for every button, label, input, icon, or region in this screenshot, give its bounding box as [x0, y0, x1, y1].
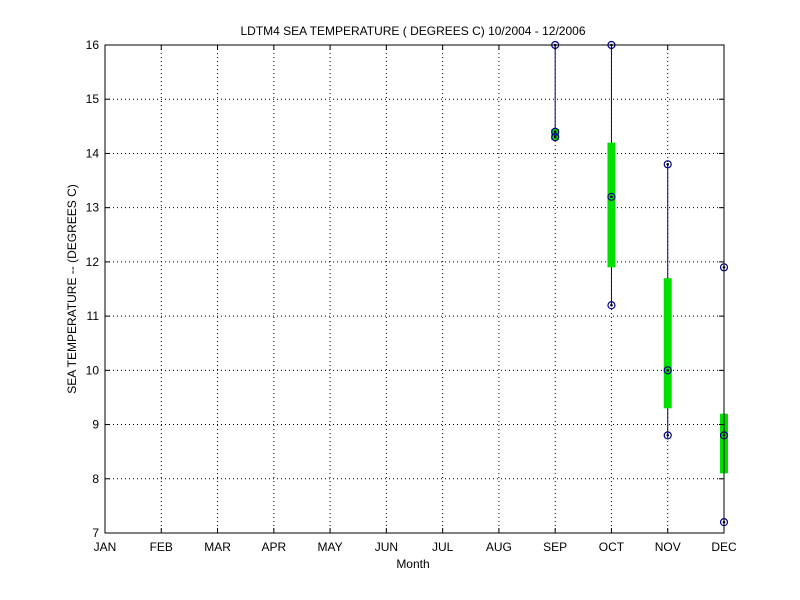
x-axis-label: Month	[396, 557, 429, 571]
max-marker	[663, 160, 672, 169]
y-tick-label: 16	[86, 38, 100, 52]
box-nov	[663, 160, 672, 440]
x-tick-label: MAY	[318, 540, 343, 554]
y-tick-label: 14	[86, 146, 100, 160]
x-tick-label: JAN	[94, 540, 117, 554]
x-tick-label: MAR	[204, 540, 231, 554]
y-tick-label: 8	[92, 472, 99, 486]
min-marker	[607, 301, 616, 310]
x-tick-label: FEB	[150, 540, 173, 554]
iqr-box	[607, 142, 616, 268]
max-marker-dot	[666, 162, 670, 166]
x-tick-label: APR	[261, 540, 286, 554]
y-tick-label: 9	[92, 418, 99, 432]
chart-title: LDTM4 SEA TEMPERATURE ( DEGREES C) 10/20…	[240, 24, 585, 38]
iqr-box	[551, 129, 560, 140]
min-marker-dot	[666, 434, 670, 437]
median-marker	[551, 127, 560, 136]
x-tick-label: JUN	[375, 540, 398, 554]
x-tick-label: JUL	[432, 540, 454, 554]
min-marker-dot	[553, 135, 557, 139]
y-tick-label: 15	[86, 92, 100, 106]
median-marker-dot	[553, 130, 557, 134]
median-marker	[663, 366, 672, 375]
iqr-box	[663, 278, 672, 409]
y-axis-ticks: 7 8 9 10 11 12 13 14 15 16	[86, 38, 724, 540]
x-tick-label: SEP	[543, 540, 567, 554]
x-tick-label: DEC	[711, 540, 737, 554]
y-tick-label: 12	[86, 255, 100, 269]
median-marker	[607, 192, 616, 201]
min-marker	[663, 431, 672, 440]
x-axis-ticks: JAN FEB MAR APR MAY JUN JUL AUG SEP OCT NOV DEC	[94, 45, 737, 554]
x-tick-label: OCT	[599, 540, 625, 554]
box-sep	[551, 40, 560, 142]
y-tick-label: 11	[87, 309, 100, 323]
y-tick-label: 13	[86, 201, 100, 215]
axes-box	[105, 45, 724, 533]
y-axis-label: SEA TEMPERATURE -- (DEGREES C)	[65, 184, 79, 394]
plot-area: JAN FEB MAR APR MAY JUN JUL AUG SEP OCT NOV DEC 7 8 9…	[86, 38, 737, 554]
median-marker-dot	[610, 195, 613, 199]
min-marker-dot	[610, 303, 613, 307]
min-marker	[551, 133, 560, 142]
x-tick-label: NOV	[655, 540, 681, 554]
x-tick-label: AUG	[486, 540, 512, 554]
y-tick-label: 7	[92, 526, 99, 540]
y-tick-label: 10	[86, 363, 100, 377]
axes-frame	[104, 44, 725, 534]
median-marker-dot	[666, 369, 670, 372]
